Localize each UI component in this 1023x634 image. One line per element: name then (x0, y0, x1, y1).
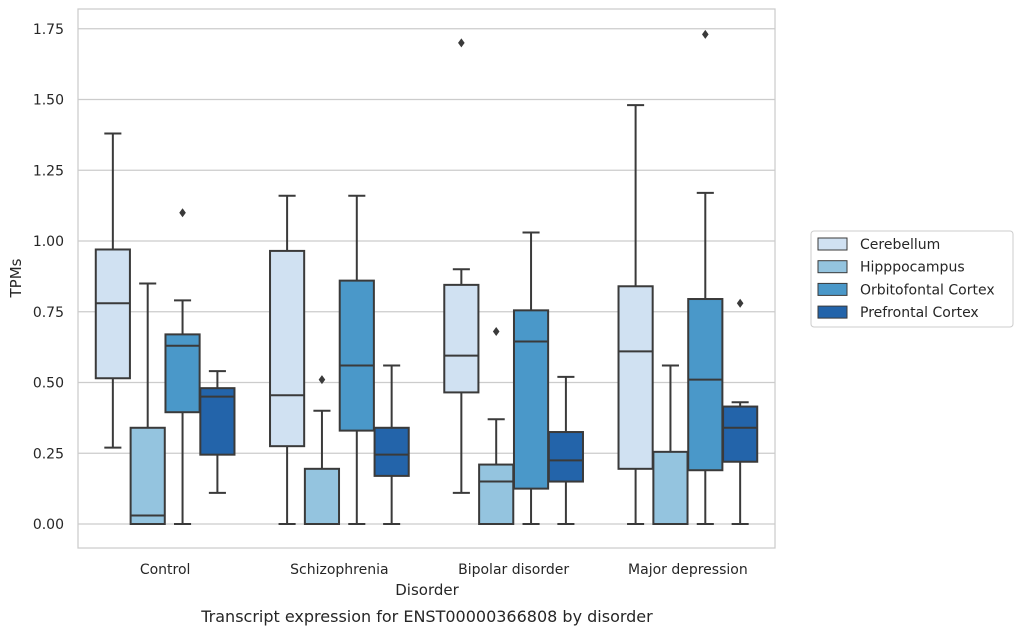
iqr-box (129, 426, 166, 525)
box-plot (652, 364, 689, 525)
outlier-point (702, 29, 709, 39)
iqr-box (164, 333, 201, 414)
box-plot (199, 370, 236, 494)
box-plot (338, 194, 375, 525)
iqr-box (199, 387, 236, 456)
outlier-point (492, 327, 500, 337)
y-tick-label: 0.75 (33, 305, 64, 321)
legend-items: Cerebellum Hipppocampus Orbitofontal Corte… (817, 237, 995, 321)
outlier-point (736, 298, 744, 308)
legend-label: Hipppocampus (860, 260, 965, 276)
legend-swatch (817, 305, 848, 319)
box-layer (94, 29, 759, 526)
box-plot (547, 375, 584, 525)
y-tick-label: 1.25 (33, 163, 64, 179)
x-tick-labels: Control Schizophrenia Bipolar disorder Majo… (140, 562, 748, 578)
iqr-box (269, 249, 306, 448)
legend-label: Orbitofontal Cortex (860, 282, 995, 298)
box-plot (478, 327, 515, 526)
outlier-point (458, 38, 465, 48)
legend-swatch (817, 282, 848, 296)
iqr-box (512, 309, 550, 490)
y-tick-label: 1.00 (33, 234, 64, 250)
iqr-box (617, 285, 654, 470)
box-plot (373, 364, 410, 525)
box-plot (617, 104, 654, 525)
iqr-box (547, 431, 584, 483)
iqr-box (478, 463, 515, 526)
iqr-box (652, 450, 689, 525)
legend-label: Prefrontal Cortex (860, 305, 979, 321)
y-tick-label: 1.50 (33, 93, 64, 109)
x-tick-label: Control (140, 562, 191, 578)
legend-swatch (817, 260, 848, 274)
box-plot (129, 282, 166, 525)
iqr-box (94, 248, 131, 380)
iqr-box (373, 426, 410, 477)
box-plot (687, 29, 724, 525)
box-plot (512, 231, 550, 525)
legend-swatch (817, 237, 848, 251)
y-tick-label: 0.50 (33, 376, 64, 392)
iqr-box (687, 298, 724, 472)
box-plot (303, 375, 341, 526)
x-axis-title: Disorder (395, 581, 459, 599)
legend-label: Cerebellum (860, 237, 940, 253)
outlier-point (179, 208, 186, 218)
box-plot (443, 38, 480, 494)
y-tick-label: 1.75 (33, 22, 64, 38)
x-tick-label: Schizophrenia (290, 562, 388, 578)
box-plot (722, 298, 759, 525)
y-axis-title: TPMs (7, 258, 25, 298)
iqr-box (338, 279, 375, 432)
iqr-box (303, 467, 341, 526)
iqr-box (722, 405, 759, 463)
x-tick-label: Bipolar disorder (458, 562, 569, 578)
outlier-point (318, 375, 326, 385)
y-tick-label: 0.00 (33, 517, 64, 533)
plot-frame (77, 8, 776, 549)
legend-frame (810, 230, 1014, 328)
box-plot (164, 208, 201, 525)
box-plot (94, 132, 131, 449)
x-tick-label: Major depression (628, 562, 748, 578)
y-tick-label: 0.25 (33, 446, 64, 462)
legend: Cerebellum Hipppocampus Orbitofontal Corte… (810, 230, 1014, 328)
y-tick-labels: 0.00 0.25 0.50 0.75 1.00 1.25 1.50 1.75 (33, 22, 64, 533)
iqr-box (443, 283, 480, 394)
box-plot (269, 194, 306, 525)
chart-caption: Transcript expression for ENST0000036680… (200, 607, 653, 626)
